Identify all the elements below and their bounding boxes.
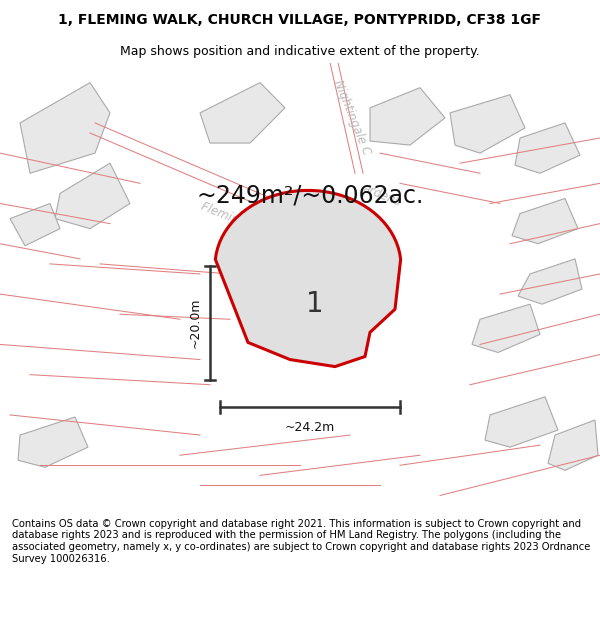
Polygon shape <box>18 417 88 468</box>
Polygon shape <box>472 304 540 352</box>
Text: ~20.0m: ~20.0m <box>189 298 202 348</box>
Polygon shape <box>215 191 401 367</box>
Text: Fleming Walk: Fleming Walk <box>199 200 277 241</box>
Text: ardens: ardens <box>361 182 403 209</box>
Text: 1: 1 <box>306 290 324 318</box>
Polygon shape <box>518 259 582 304</box>
Text: Contains OS data © Crown copyright and database right 2021. This information is : Contains OS data © Crown copyright and d… <box>12 519 590 564</box>
Polygon shape <box>512 199 578 244</box>
Polygon shape <box>450 95 525 153</box>
Text: Map shows position and indicative extent of the property.: Map shows position and indicative extent… <box>120 45 480 58</box>
Polygon shape <box>20 82 110 173</box>
Text: 1, FLEMING WALK, CHURCH VILLAGE, PONTYPRIDD, CF38 1GF: 1, FLEMING WALK, CHURCH VILLAGE, PONTYPR… <box>59 12 542 27</box>
Polygon shape <box>548 420 598 470</box>
Polygon shape <box>10 204 60 246</box>
Text: ~249m²/~0.062ac.: ~249m²/~0.062ac. <box>196 183 424 208</box>
Text: ~24.2m: ~24.2m <box>285 421 335 434</box>
Polygon shape <box>55 163 130 229</box>
Polygon shape <box>370 88 445 145</box>
Polygon shape <box>200 82 285 143</box>
Text: Nightingale C: Nightingale C <box>331 79 373 158</box>
Polygon shape <box>515 123 580 173</box>
Polygon shape <box>485 397 558 447</box>
